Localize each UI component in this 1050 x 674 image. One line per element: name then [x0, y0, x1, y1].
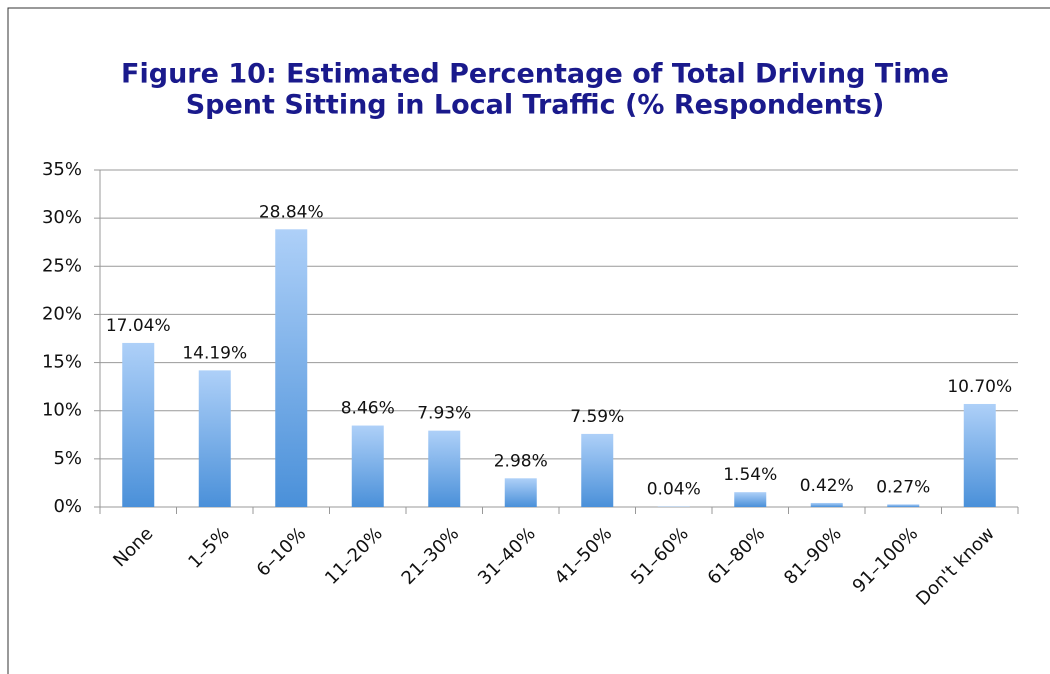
x-tick-label: None: [109, 523, 157, 571]
y-tick-label: 30%: [42, 207, 82, 228]
data-label: 14.19%: [182, 343, 247, 363]
x-tick-label: 31–40%: [474, 523, 540, 589]
x-tick-label: 1–5%: [184, 523, 234, 573]
bar: [581, 433, 614, 507]
y-tick-label: 5%: [53, 448, 82, 469]
y-tick-label: 0%: [53, 496, 82, 517]
x-tick-label: 51–60%: [627, 523, 693, 589]
data-label: 8.46%: [341, 399, 395, 419]
bar: [351, 425, 384, 507]
x-tick-label: 21–30%: [398, 523, 464, 589]
x-tick-label: Don't know: [912, 523, 999, 610]
bar: [504, 478, 537, 507]
chart-title: Figure 10: Estimated Percentage of Total…: [121, 59, 949, 90]
y-tick-label: 15%: [42, 352, 82, 373]
y-tick-label: 10%: [42, 400, 82, 421]
bar: [887, 504, 920, 507]
bar: [122, 342, 155, 507]
data-label: 7.59%: [570, 407, 624, 427]
data-label: 17.04%: [106, 316, 171, 336]
bar: [198, 370, 231, 507]
frame: [7, 7, 1050, 674]
bar: [963, 403, 996, 507]
x-tick-label: 91–100%: [849, 523, 923, 597]
data-label: 0.04%: [647, 480, 701, 500]
data-label: 0.27%: [876, 477, 930, 497]
data-label: 2.98%: [494, 451, 548, 471]
x-tick-label: 41–50%: [551, 523, 617, 589]
bar: [734, 492, 767, 507]
data-label: 1.54%: [723, 465, 777, 485]
chart-title: Spent Sitting in Local Traffic (% Respon…: [186, 90, 885, 121]
bar: [810, 502, 843, 507]
data-label: 28.84%: [259, 202, 324, 222]
bar: [275, 229, 308, 507]
y-tick-label: 35%: [42, 159, 82, 180]
data-label: 0.42%: [800, 476, 854, 496]
data-label: 7.93%: [417, 404, 471, 424]
data-label: 10.70%: [947, 377, 1012, 397]
x-tick-label: 11–20%: [321, 523, 387, 589]
x-tick-label: 61–80%: [704, 523, 770, 589]
y-tick-label: 25%: [42, 255, 82, 276]
x-tick-label: 81–90%: [780, 523, 846, 589]
bar: [428, 430, 461, 507]
y-tick-label: 20%: [42, 303, 82, 324]
x-tick-label: 6–10%: [253, 523, 311, 581]
